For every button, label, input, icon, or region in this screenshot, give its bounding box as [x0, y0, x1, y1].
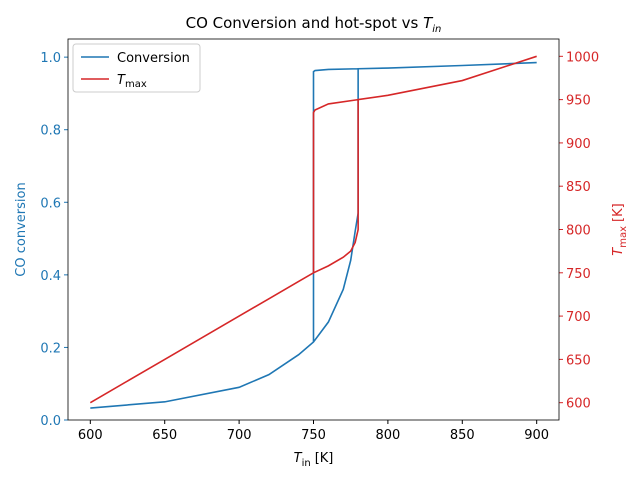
y-tick-label: 0.6 — [40, 196, 61, 211]
x-tick-label: 600 — [78, 428, 103, 443]
x-tick-label: 900 — [524, 428, 549, 443]
title-sub: in — [432, 24, 441, 35]
legend-name: Conversion — [117, 51, 190, 66]
x-label-var: T — [294, 451, 303, 466]
y2-tick-label: 600 — [566, 397, 591, 412]
y2-tick-label: 850 — [566, 180, 591, 195]
x-tick-label: 850 — [450, 428, 475, 443]
y2-label-unit: [K] — [611, 203, 626, 222]
x-label-sub: in — [302, 458, 311, 469]
y2-label-sub: max — [618, 226, 629, 248]
y-axis-label: CO conversion — [14, 182, 29, 276]
x-label-unit: [K] — [315, 451, 334, 466]
chart-title: CO Conversion and hot-spot vs Tin — [186, 14, 442, 35]
y-tick-label: 0.8 — [40, 124, 61, 139]
legend-name: T — [117, 73, 126, 88]
y2-tick-label: 700 — [566, 310, 591, 325]
y2-tick-label: 900 — [566, 137, 591, 152]
x-tick-label: 800 — [375, 428, 400, 443]
series-line — [89, 55, 537, 404]
y2-tick-label: 650 — [566, 353, 591, 368]
y2-axis-label: Tmax [K] — [611, 203, 629, 255]
y2-tick-label: 1000 — [566, 50, 599, 65]
x-tick-label: 700 — [227, 428, 252, 443]
x-axis-label: Tin [K] — [294, 451, 334, 469]
y-tick-label: 0.2 — [40, 341, 61, 356]
title-text: CO Conversion and hot-spot vs — [186, 14, 424, 32]
y2-tick-label: 800 — [566, 224, 591, 239]
plot-frame — [67, 38, 560, 421]
y-tick-label: 0.0 — [40, 414, 61, 429]
legend-label: Conversion — [117, 51, 190, 66]
y2-tick-label: 950 — [566, 94, 591, 109]
legend-box — [72, 43, 201, 93]
y-tick-label: 0.4 — [40, 269, 61, 284]
x-tick-label: 750 — [301, 428, 326, 443]
title-var: T — [423, 14, 434, 32]
y2-label-var: T — [611, 247, 626, 256]
legend-label: Tmax — [117, 73, 147, 90]
x-tick-label: 650 — [152, 428, 177, 443]
legend-name-sub: max — [125, 79, 147, 90]
y-tick-label: 1.0 — [40, 51, 61, 66]
y2-tick-label: 750 — [566, 267, 591, 282]
